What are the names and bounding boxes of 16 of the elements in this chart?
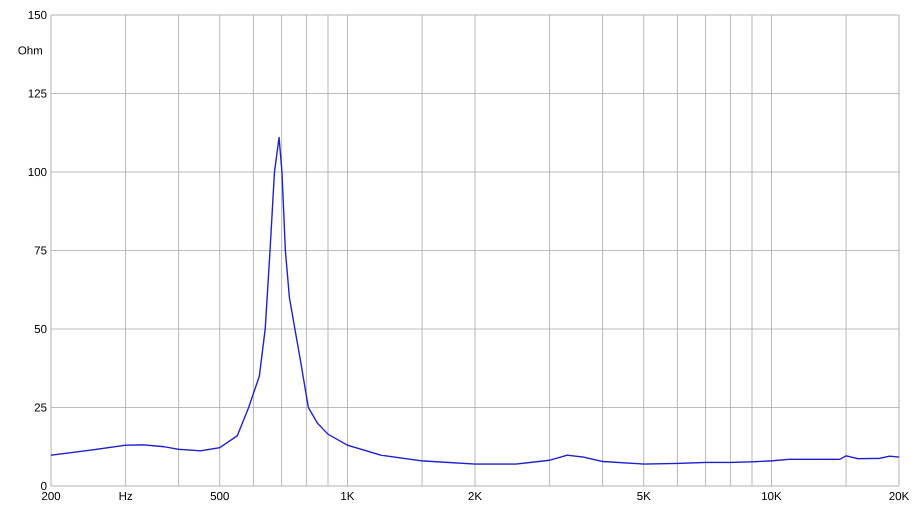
y-tick-label: 25 bbox=[34, 403, 46, 412]
y-tick-label: 75 bbox=[34, 246, 46, 255]
x-tick-label: Hz bbox=[120, 492, 132, 500]
x-tick-label: 1K bbox=[341, 492, 354, 500]
y-tick-label: 150 bbox=[28, 10, 47, 20]
y-tick-label: 0 bbox=[41, 482, 47, 490]
x-tick-label: 20K bbox=[889, 492, 910, 500]
x-tick-label: 500 bbox=[210, 492, 229, 500]
x-tick-label: 2K bbox=[468, 492, 482, 500]
y-tick-label: 50 bbox=[34, 324, 47, 334]
x-tick-label: 10K bbox=[762, 492, 782, 500]
y-tick-label: 125 bbox=[28, 89, 46, 98]
x-tick-label: 200 bbox=[42, 492, 60, 500]
y-tick-label: 100 bbox=[28, 168, 47, 176]
x-tick-label: 5K bbox=[637, 492, 651, 500]
y-axis-title: Ohm bbox=[18, 46, 42, 55]
